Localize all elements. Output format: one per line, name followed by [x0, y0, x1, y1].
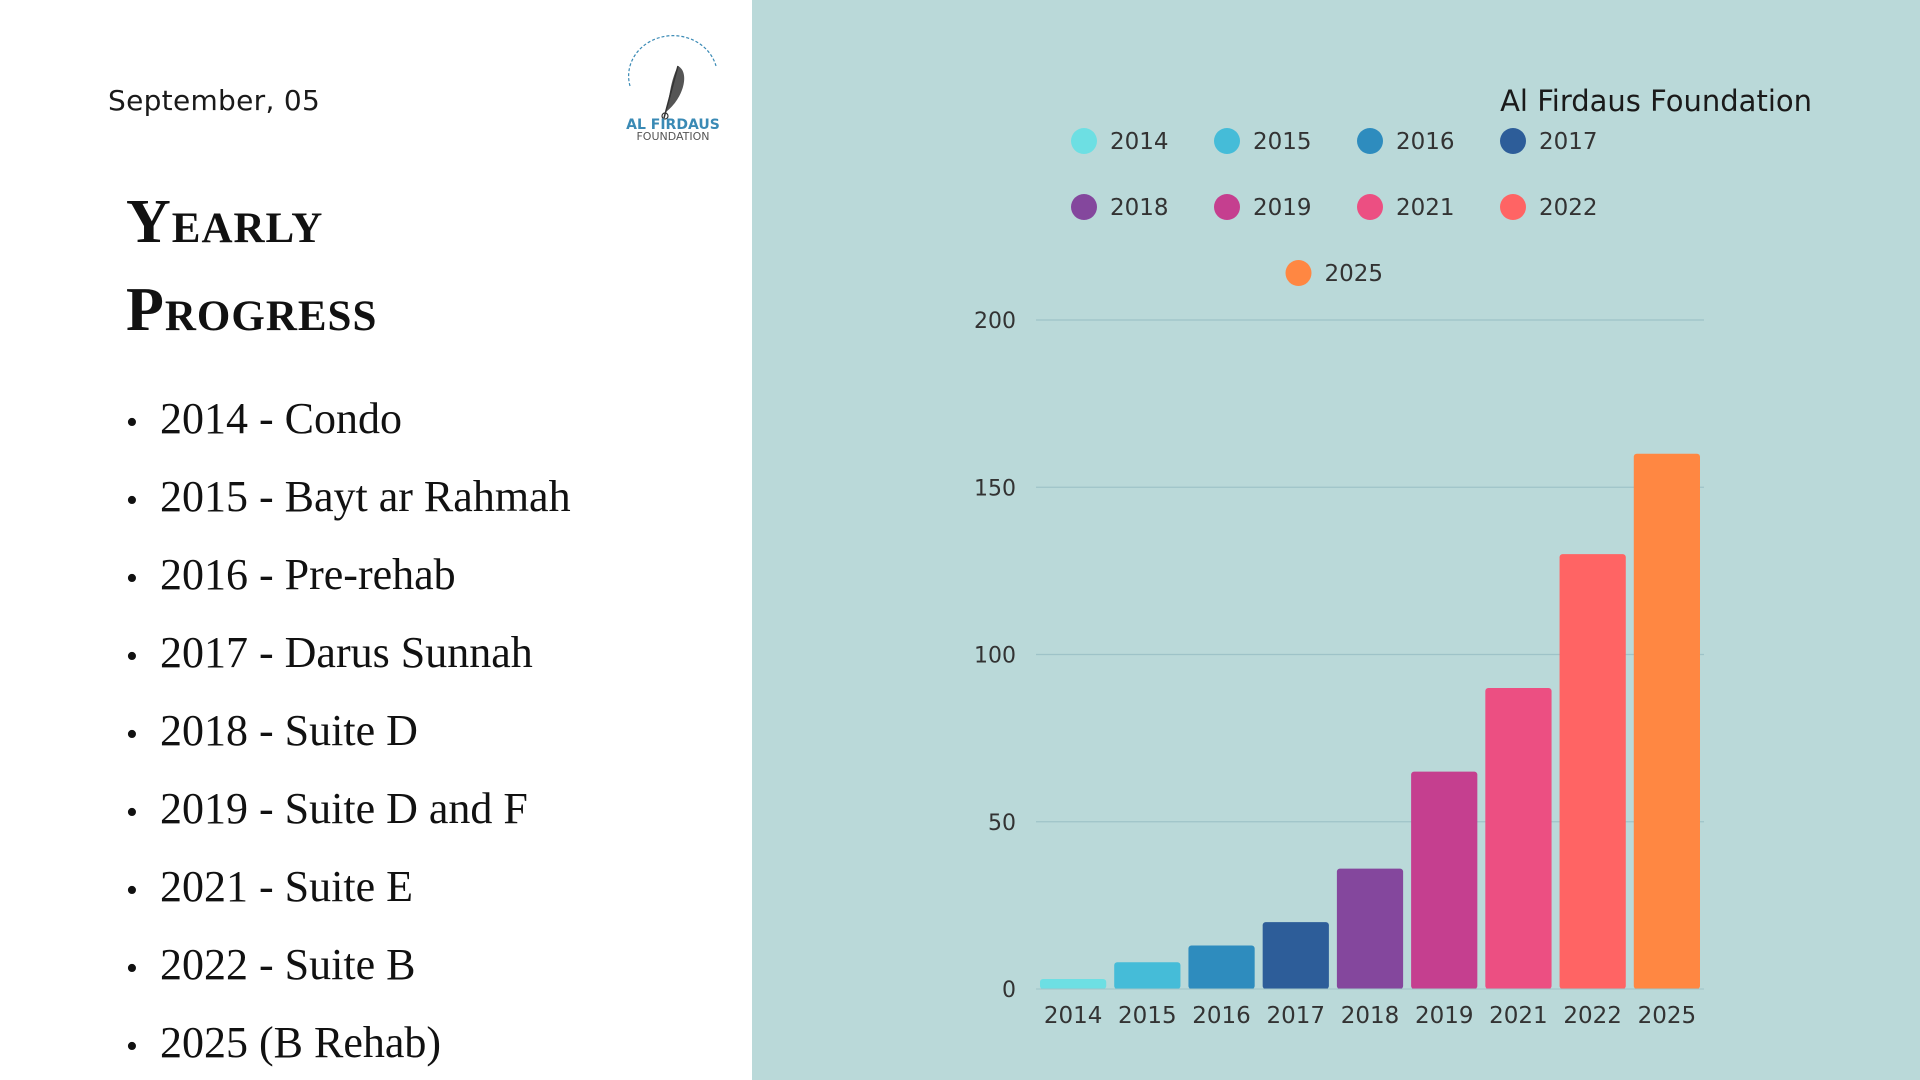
legend-label: 2021	[1396, 195, 1455, 221]
logo-text-line1: AL FIRDAUS	[626, 117, 720, 133]
y-tick-label: 50	[988, 811, 1016, 836]
legend-label: 2016	[1396, 129, 1455, 155]
logo-arc-script	[628, 35, 717, 87]
legend-item: 2019	[1214, 194, 1312, 221]
quill-feather-icon	[661, 65, 685, 120]
list-item: • 2015 - Bayt ar Rahmah	[126, 458, 571, 536]
legend-swatch-icon	[1214, 128, 1240, 154]
legend-item: 2014	[1071, 128, 1169, 155]
chart-x-axis: 2014 2015 2016 2017 2018 2019 2021 2022 2025	[1036, 988, 1704, 1029]
bar-2016	[1188, 945, 1255, 989]
bar-2018	[1336, 868, 1404, 989]
legend-item: 2016	[1357, 128, 1455, 155]
chart-grid: 0 50 100 150 200	[974, 309, 1704, 1003]
chart-legend: 2014 2015 2016 2017 2018 2019 2021 2022 2025	[1071, 128, 1598, 287]
bullet-icon: •	[126, 638, 138, 675]
bullet-icon: •	[126, 1028, 138, 1065]
bullet-icon: •	[126, 872, 138, 909]
legend-item: 2022	[1500, 194, 1598, 221]
legend-item: 2017	[1500, 128, 1598, 155]
legend-swatch-icon	[1071, 194, 1097, 220]
list-item-text: 2019 - Suite D and F	[160, 784, 528, 833]
list-item-text: 2015 - Bayt ar Rahmah	[160, 472, 571, 521]
list-item: • 2017 - Darus Sunnah	[126, 614, 571, 692]
list-item: • 2025 (B Rehab)	[126, 1004, 571, 1080]
legend-swatch-icon	[1071, 128, 1097, 154]
legend-item: 2015	[1214, 128, 1312, 155]
bullet-icon: •	[126, 950, 138, 987]
list-item-text: 2022 - Suite B	[160, 940, 416, 989]
bar-2025	[1633, 453, 1700, 989]
page-title: Yearly Progress	[126, 178, 377, 354]
list-item: • 2021 - Suite E	[126, 848, 571, 926]
legend-swatch-icon	[1357, 128, 1383, 154]
y-tick-label: 0	[1002, 978, 1016, 1003]
org-name: Al Firdaus Foundation	[1500, 84, 1812, 118]
x-tick-label: 2018	[1341, 1003, 1400, 1029]
bullet-icon: •	[126, 794, 138, 831]
legend-item: 2021	[1357, 194, 1455, 221]
list-item: • 2016 - Pre-rehab	[126, 536, 571, 614]
legend-label: 2022	[1539, 195, 1598, 221]
list-item: • 2018 - Suite D	[126, 692, 571, 770]
bullet-icon: •	[126, 560, 138, 597]
list-item-text: 2016 - Pre-rehab	[160, 550, 456, 599]
x-tick-label: 2017	[1267, 1003, 1326, 1029]
x-tick-label: 2021	[1489, 1003, 1548, 1029]
legend-swatch-icon	[1285, 260, 1312, 286]
list-item-text: 2014 - Condo	[160, 394, 402, 443]
bar-2015	[1114, 962, 1181, 989]
chart-panel	[752, 0, 1920, 1080]
legend-label: 2018	[1110, 195, 1169, 221]
legend-label: 2017	[1539, 129, 1598, 155]
progress-list: • 2014 - Condo • 2015 - Bayt ar Rahmah • 20…	[126, 380, 571, 1080]
list-item-text: 2021 - Suite E	[160, 862, 413, 911]
title-line-2: Progress	[126, 276, 378, 344]
legend-label: 2019	[1253, 195, 1312, 221]
y-tick-label: 100	[974, 644, 1016, 669]
list-item: • 2022 - Suite B	[126, 926, 571, 1004]
list-item-text: 2017 - Darus Sunnah	[160, 628, 533, 677]
x-tick-label: 2019	[1415, 1003, 1474, 1029]
list-item-text: 2018 - Suite D	[160, 706, 418, 755]
bar-2021	[1485, 687, 1552, 989]
bar-2019	[1411, 771, 1478, 989]
bar-2014	[1040, 978, 1107, 989]
logo-text-line2: FOUNDATION	[636, 130, 709, 143]
legend-label: 2014	[1110, 129, 1169, 155]
legend-swatch-icon	[1500, 128, 1526, 154]
legend-swatch-icon	[1214, 194, 1240, 220]
y-tick-label: 200	[974, 309, 1016, 334]
legend-item: 2018	[1071, 194, 1169, 221]
bullet-icon: •	[126, 716, 138, 753]
left-panel	[0, 0, 752, 1080]
legend-swatch-icon	[1500, 194, 1526, 220]
bar-2017	[1262, 922, 1329, 989]
list-item: • 2014 - Condo	[126, 380, 571, 458]
foundation-logo: AL FIRDAUS FOUNDATION	[618, 26, 728, 144]
x-tick-label: 2016	[1192, 1003, 1251, 1029]
chart-bars	[1040, 453, 1700, 989]
legend-swatch-icon	[1357, 194, 1383, 220]
bar-chart: 2014 2015 2016 2017 2018 2019 2021 2022 2025 0 50…	[974, 128, 1704, 1029]
logo-graphic: AL FIRDAUS FOUNDATION	[626, 35, 720, 143]
date-label: September, 05	[108, 84, 321, 117]
x-tick-label: 2025	[1638, 1003, 1697, 1029]
legend-item: 2025	[1285, 260, 1384, 287]
x-tick-label: 2014	[1044, 1003, 1103, 1029]
bar-2022	[1559, 554, 1626, 989]
legend-label: 2015	[1253, 129, 1312, 155]
list-item: • 2019 - Suite D and F	[126, 770, 571, 848]
list-item-text: 2025 (B Rehab)	[160, 1018, 442, 1067]
title-line-1: Yearly	[126, 188, 324, 256]
y-tick-label: 150	[974, 476, 1016, 501]
x-tick-label: 2022	[1563, 1003, 1622, 1029]
x-tick-label: 2015	[1118, 1003, 1177, 1029]
bullet-icon: •	[126, 404, 138, 441]
bullet-icon: •	[126, 482, 138, 519]
legend-label: 2025	[1325, 261, 1384, 287]
